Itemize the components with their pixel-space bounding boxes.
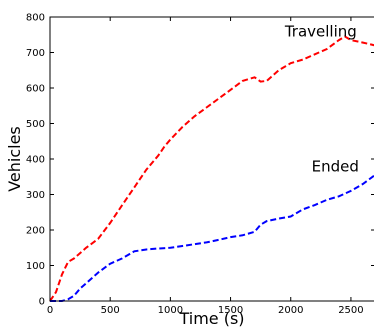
x-axis-title: Time (s) xyxy=(178,309,244,328)
y-tick-label: 0 xyxy=(39,297,45,308)
x-tick-label: 0 xyxy=(47,305,53,316)
y-tick-label: 300 xyxy=(26,190,45,201)
y-tick-label: 700 xyxy=(26,48,45,59)
y-tick-label: 600 xyxy=(26,84,45,95)
annotation-travelling: Travelling xyxy=(284,23,357,41)
annotation-ended: Ended xyxy=(312,157,359,175)
x-tick-label: 2000 xyxy=(278,305,303,316)
x-tick-label: 2500 xyxy=(338,305,363,316)
x-tick-label: 500 xyxy=(101,305,120,316)
series-line-1 xyxy=(49,35,374,302)
y-tick-label: 400 xyxy=(26,155,45,166)
x-tick-label: 1500 xyxy=(218,305,243,316)
y-axis: 0 100 200 300 400 500 600 700 800 xyxy=(26,13,374,308)
y-tick-label: 100 xyxy=(26,261,45,272)
y-tick-label: 500 xyxy=(26,119,45,130)
y-tick-label: 800 xyxy=(26,13,45,24)
y-axis-title: Vehicles xyxy=(5,126,24,192)
y-tick-label: 200 xyxy=(26,226,45,237)
series-line-2 xyxy=(50,174,374,302)
plot-lines xyxy=(49,35,374,302)
x-axis: 0 500 1000 1500 2000 2500 xyxy=(47,17,364,316)
x-tick-label: 1000 xyxy=(158,305,183,316)
